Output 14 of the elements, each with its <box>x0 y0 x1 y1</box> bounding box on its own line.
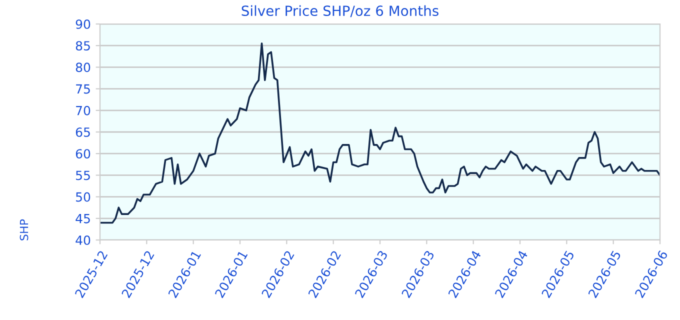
y-tick-label: 40 <box>76 235 90 245</box>
line-series <box>100 42 660 224</box>
y-axis-title: SHP <box>20 219 28 240</box>
y-tick-label: 65 <box>76 127 90 137</box>
y-tick-label: 45 <box>76 214 90 224</box>
y-tick-label: 50 <box>76 192 90 202</box>
y-tick-label: 90 <box>76 19 90 29</box>
y-tick-label: 60 <box>76 149 90 159</box>
y-tick-label: 80 <box>76 62 90 72</box>
y-tick-label: 70 <box>76 106 90 116</box>
y-tick-label: 85 <box>76 41 90 51</box>
chart-title: Silver Price SHP/oz 6 Months <box>242 5 438 18</box>
y-tick-label: 75 <box>76 84 90 94</box>
y-tick-label: 55 <box>76 170 90 180</box>
